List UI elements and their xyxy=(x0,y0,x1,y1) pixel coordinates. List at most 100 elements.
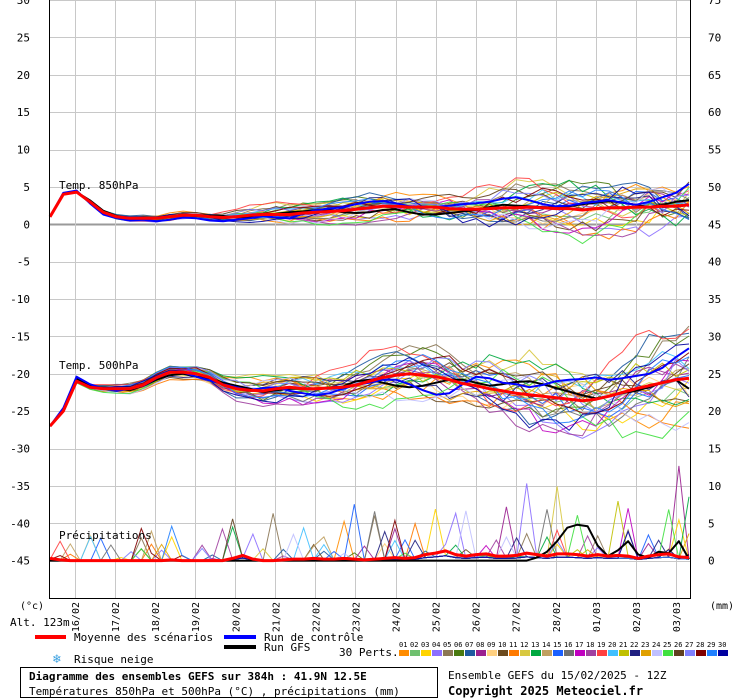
pert-number-label: 26 xyxy=(674,641,682,649)
left-tick-label: -25 xyxy=(10,405,30,418)
pert-color-swatch xyxy=(421,650,431,656)
series-line-t850 xyxy=(49,183,690,223)
x-tick-label: 02/03 xyxy=(632,602,643,632)
perturbation-legend: 01 02 03 04 05 06 07 08 09 10 11 12 13 14 15 16 17 18 19 20… xyxy=(399,641,728,656)
pert-number-label: 20 xyxy=(608,641,616,649)
left-tick-label: -30 xyxy=(10,443,30,456)
legend: Moyenne des scénarios Run de contrôle Ru… xyxy=(35,631,728,667)
x-tick-label: 16/02 xyxy=(71,602,82,632)
pert-color-swatch xyxy=(520,650,530,656)
snowflake-icon: ❄ xyxy=(52,652,61,667)
left-tick-label: -20 xyxy=(10,368,30,381)
left-tick-label: 5 xyxy=(23,181,30,194)
pert-number-label: 09 xyxy=(487,641,495,649)
t500-annotation: Temp. 500hPa xyxy=(59,359,138,372)
right-tick-label: 35 xyxy=(708,293,721,306)
t850-annotation: Temp. 850hPa xyxy=(59,179,138,192)
legend-perts-label: 30 Perts. xyxy=(339,646,399,659)
pert-color-swatch xyxy=(399,650,409,656)
ensemble-member-line xyxy=(49,343,690,431)
ensemble-member-line xyxy=(49,352,690,427)
right-tick-label: 65 xyxy=(708,69,721,82)
pert-color-swatch xyxy=(432,650,442,656)
ensemble-member-line xyxy=(49,357,690,427)
chart-title-box: Diagramme des ensembles GEFS sur 384h : … xyxy=(20,667,438,698)
left-tick-label: -10 xyxy=(10,293,30,306)
pert-color-swatch xyxy=(476,650,486,656)
pert-number-label: 14 xyxy=(542,641,550,649)
pert-color-swatch xyxy=(410,650,420,656)
pert-number-label: 06 xyxy=(454,641,462,649)
left-tick-label: 10 xyxy=(17,144,30,157)
left-tick-label: -40 xyxy=(10,517,30,530)
pert-number-label: 08 xyxy=(476,641,484,649)
left-tick-label: 25 xyxy=(17,31,30,44)
right-tick-label: 15 xyxy=(708,443,721,456)
pert-number-label: 16 xyxy=(564,641,572,649)
main-series-lines xyxy=(48,183,690,563)
pert-number-label: 17 xyxy=(575,641,583,649)
legend-snow-label: Risque neige xyxy=(74,653,153,666)
pert-number-label: 15 xyxy=(553,641,561,649)
pert-number-label: 30 xyxy=(718,641,726,649)
x-tick-label: 03/03 xyxy=(672,602,683,632)
left-tick-label: -5 xyxy=(17,256,30,269)
x-tick-label: 17/02 xyxy=(111,602,122,632)
pert-color-swatch xyxy=(454,650,464,656)
pert-color-swatch xyxy=(498,650,508,656)
pert-number-label: 22 xyxy=(630,641,638,649)
copyright: Copyright 2025 Meteociel.fr xyxy=(448,684,644,698)
pert-number-label: 13 xyxy=(531,641,539,649)
series-line-t850 xyxy=(48,190,690,220)
right-tick-label: 30 xyxy=(708,330,721,343)
right-tick-label: 5 xyxy=(708,517,715,530)
pert-color-swatch xyxy=(608,650,618,656)
pert-number-label: 02 xyxy=(410,641,418,649)
pert-number-label: 11 xyxy=(509,641,517,649)
left-tick-label: 30 xyxy=(17,0,30,7)
series-line-t500 xyxy=(48,370,690,428)
pert-color-swatch xyxy=(586,650,596,656)
right-tick-label: 40 xyxy=(708,256,721,269)
right-tick-label: 75 xyxy=(708,0,721,7)
chart-title: Diagramme des ensembles GEFS sur 384h : … xyxy=(29,670,367,683)
left-tick-label: -35 xyxy=(10,480,30,493)
axes xyxy=(49,0,691,599)
right-tick-label: 20 xyxy=(708,405,721,418)
x-tick-label: 01/03 xyxy=(592,602,603,632)
x-tick-label: 25/02 xyxy=(432,602,443,632)
pert-color-swatch xyxy=(597,650,607,656)
pert-number-label: 18 xyxy=(586,641,594,649)
ensemble-info: Ensemble GEFS du 15/02/2025 - 12Z xyxy=(448,669,667,682)
pert-color-swatch xyxy=(465,650,475,656)
legend-control-label: Run de contrôle xyxy=(264,631,363,644)
pert-color-swatch xyxy=(531,650,541,656)
x-tick-label: 21/02 xyxy=(271,602,282,632)
ensemble-member-line xyxy=(49,192,690,232)
right-tick-label: 25 xyxy=(708,368,721,381)
altitude-label: Alt. 123m xyxy=(10,616,70,629)
ensemble-member-line xyxy=(49,371,690,431)
x-tick-label: 28/02 xyxy=(552,602,563,632)
x-tick-label: 20/02 xyxy=(231,602,242,632)
x-tick-label: 26/02 xyxy=(472,602,483,632)
ensemble-member-line xyxy=(49,372,690,427)
pert-color-swatch xyxy=(509,650,519,656)
chart-subtitle: Températures 850hPa et 500hPa (°C) , pré… xyxy=(29,685,400,698)
precip-annotation: Précipitations xyxy=(59,529,152,542)
x-tick-label: 22/02 xyxy=(311,602,322,632)
x-tick-label: 18/02 xyxy=(151,602,162,632)
pert-color-swatch xyxy=(542,650,552,656)
right-tick-label: 0 xyxy=(708,555,715,568)
pert-number-label: 25 xyxy=(663,641,671,649)
x-tick-label: 27/02 xyxy=(512,602,523,632)
left-tick-label: -45 xyxy=(10,555,30,568)
pert-color-swatch xyxy=(685,650,695,656)
pert-color-swatch xyxy=(718,650,728,656)
right-tick-label: 55 xyxy=(708,144,721,157)
tick-labels: 302520151050-5-10-15-20-25-30-35-40-4575… xyxy=(10,0,721,632)
pert-number-label: 23 xyxy=(641,641,649,649)
pert-number-label: 05 xyxy=(443,641,451,649)
pert-number-label: 12 xyxy=(520,641,528,649)
